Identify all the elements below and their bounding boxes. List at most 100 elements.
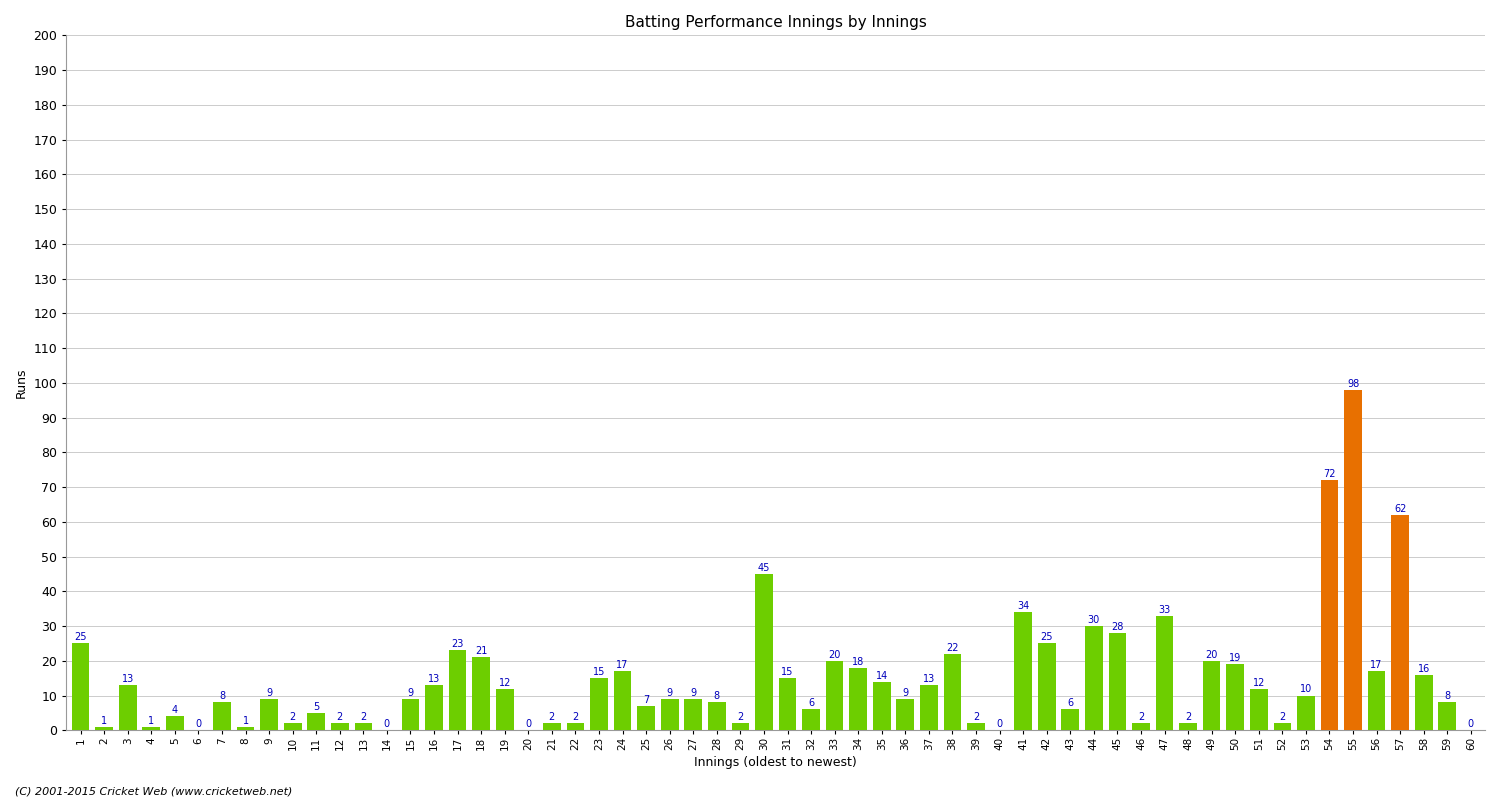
Bar bbox=[662, 699, 678, 730]
Text: 1: 1 bbox=[100, 716, 106, 726]
Text: 19: 19 bbox=[1228, 653, 1242, 663]
Text: 9: 9 bbox=[666, 688, 674, 698]
Bar bbox=[1250, 689, 1268, 730]
Bar bbox=[920, 685, 938, 730]
Text: 6: 6 bbox=[1066, 698, 1074, 708]
Text: 2: 2 bbox=[1185, 712, 1191, 722]
Text: 62: 62 bbox=[1394, 504, 1407, 514]
Text: 12: 12 bbox=[1252, 678, 1264, 687]
Bar bbox=[1203, 661, 1221, 730]
Bar bbox=[213, 702, 231, 730]
Bar bbox=[1274, 723, 1292, 730]
Text: 13: 13 bbox=[427, 674, 439, 684]
Text: 9: 9 bbox=[266, 688, 272, 698]
Bar bbox=[684, 699, 702, 730]
Bar bbox=[944, 654, 962, 730]
Bar bbox=[448, 650, 466, 730]
Bar bbox=[118, 685, 136, 730]
Bar bbox=[166, 716, 183, 730]
Text: 25: 25 bbox=[1041, 632, 1053, 642]
Text: 1: 1 bbox=[148, 716, 154, 726]
Bar bbox=[778, 678, 796, 730]
Text: 20: 20 bbox=[828, 650, 842, 660]
Text: 33: 33 bbox=[1158, 605, 1170, 614]
Bar bbox=[1062, 710, 1078, 730]
Text: 0: 0 bbox=[996, 719, 1002, 730]
Bar bbox=[261, 699, 278, 730]
Text: 28: 28 bbox=[1112, 622, 1124, 632]
Text: 2: 2 bbox=[336, 712, 344, 722]
Text: 17: 17 bbox=[1371, 660, 1383, 670]
Text: 0: 0 bbox=[195, 719, 201, 730]
Text: 22: 22 bbox=[946, 642, 958, 653]
Text: 12: 12 bbox=[498, 678, 512, 687]
Text: 2: 2 bbox=[1280, 712, 1286, 722]
Bar bbox=[590, 678, 608, 730]
Bar bbox=[1414, 674, 1432, 730]
Text: 1: 1 bbox=[243, 716, 249, 726]
Text: 2: 2 bbox=[360, 712, 366, 722]
Text: 9: 9 bbox=[903, 688, 909, 698]
Text: 2: 2 bbox=[1138, 712, 1144, 722]
Text: 45: 45 bbox=[758, 563, 770, 573]
Text: 2: 2 bbox=[974, 712, 980, 722]
Bar bbox=[237, 726, 255, 730]
Text: 18: 18 bbox=[852, 657, 864, 666]
Text: 21: 21 bbox=[476, 646, 488, 656]
Bar bbox=[308, 713, 326, 730]
Text: 23: 23 bbox=[452, 639, 464, 650]
Y-axis label: Runs: Runs bbox=[15, 367, 28, 398]
Text: 98: 98 bbox=[1347, 378, 1359, 389]
Bar bbox=[849, 668, 867, 730]
Bar bbox=[402, 699, 420, 730]
Bar bbox=[1132, 723, 1150, 730]
Text: 13: 13 bbox=[922, 674, 934, 684]
Bar bbox=[284, 723, 302, 730]
Bar bbox=[1298, 695, 1316, 730]
Text: 25: 25 bbox=[75, 632, 87, 642]
Bar bbox=[72, 643, 90, 730]
Bar bbox=[732, 723, 748, 730]
Bar bbox=[354, 723, 372, 730]
Bar bbox=[1108, 633, 1126, 730]
Bar bbox=[332, 723, 348, 730]
Bar bbox=[1392, 515, 1408, 730]
Text: 16: 16 bbox=[1418, 664, 1430, 674]
Text: 72: 72 bbox=[1323, 469, 1335, 479]
X-axis label: Innings (oldest to newest): Innings (oldest to newest) bbox=[694, 756, 856, 769]
Text: 4: 4 bbox=[172, 706, 178, 715]
Text: 8: 8 bbox=[1444, 691, 1450, 702]
Bar bbox=[472, 658, 490, 730]
Text: 14: 14 bbox=[876, 670, 888, 681]
Bar bbox=[567, 723, 585, 730]
Bar bbox=[1179, 723, 1197, 730]
Bar bbox=[1038, 643, 1056, 730]
Text: 0: 0 bbox=[384, 719, 390, 730]
Bar bbox=[873, 682, 891, 730]
Text: 17: 17 bbox=[616, 660, 628, 670]
Text: 5: 5 bbox=[314, 702, 320, 712]
Text: 7: 7 bbox=[644, 695, 650, 705]
Text: 0: 0 bbox=[525, 719, 531, 730]
Bar bbox=[424, 685, 442, 730]
Text: 6: 6 bbox=[808, 698, 814, 708]
Text: (C) 2001-2015 Cricket Web (www.cricketweb.net): (C) 2001-2015 Cricket Web (www.cricketwe… bbox=[15, 786, 292, 796]
Bar bbox=[802, 710, 820, 730]
Text: 10: 10 bbox=[1300, 685, 1312, 694]
Text: 15: 15 bbox=[592, 667, 604, 677]
Bar bbox=[1014, 612, 1032, 730]
Bar bbox=[614, 671, 632, 730]
Text: 8: 8 bbox=[714, 691, 720, 702]
Text: 8: 8 bbox=[219, 691, 225, 702]
Bar bbox=[1227, 664, 1244, 730]
Text: 2: 2 bbox=[549, 712, 555, 722]
Bar bbox=[96, 726, 112, 730]
Text: 2: 2 bbox=[573, 712, 579, 722]
Bar bbox=[897, 699, 914, 730]
Bar bbox=[1084, 626, 1102, 730]
Bar bbox=[1344, 390, 1362, 730]
Bar bbox=[968, 723, 986, 730]
Text: 9: 9 bbox=[690, 688, 696, 698]
Text: 30: 30 bbox=[1088, 615, 1100, 625]
Bar bbox=[754, 574, 772, 730]
